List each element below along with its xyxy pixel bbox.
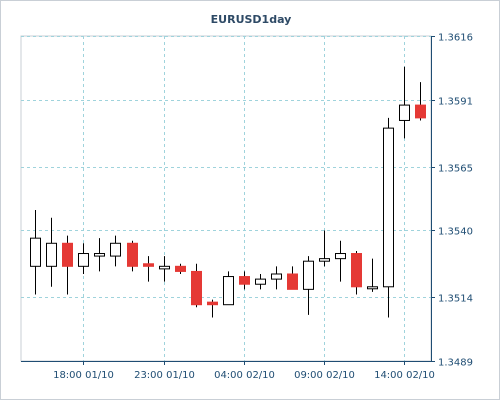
y-tick-label: 1.3514 [438,294,473,305]
candle [319,230,330,267]
candle-body-up [399,104,410,121]
candle-body-up [46,242,57,267]
candle-body-down [127,242,138,267]
candle-body-up [110,242,121,257]
candle-body-down [415,104,426,119]
candle-body-down [207,301,218,306]
y-tick-label: 1.3565 [438,164,473,175]
x-tick-label: 09:00 02/10 [294,370,355,381]
candle [127,240,138,272]
candle [110,235,121,267]
candle [287,266,298,290]
candle [143,256,154,282]
candle-body-up [223,276,234,306]
candle-body-down [143,263,154,267]
candle [239,271,250,290]
candle [367,258,378,292]
candle-body-up [319,258,330,262]
candles [30,66,426,318]
candle-body-up [255,278,266,285]
candle-body-down [191,270,202,306]
candle [78,243,89,274]
x-tick-label: 04:00 02/10 [214,370,275,381]
candle-body-down [62,242,73,267]
y-tick-label: 1.3489 [438,358,473,369]
plot-area [20,35,432,362]
candle [207,299,218,318]
candle [223,271,234,306]
x-tick-label: 18:00 01/10 [53,370,114,381]
candle [46,217,57,287]
candle [175,263,186,274]
candle-body-down [239,276,250,285]
candle [383,117,394,318]
y-tick-label: 1.3540 [438,227,473,238]
candle [303,256,314,315]
candle [335,240,346,282]
candle [271,266,282,290]
candle [30,210,41,295]
candle-body-up [335,253,346,260]
candle-body-down [287,273,298,290]
candle [351,250,362,295]
candle-body-up [367,286,378,290]
y-tick-label: 1.3591 [438,97,473,108]
candle-body-up [94,253,105,257]
candle [399,66,410,139]
candle-body-up [30,237,41,267]
candle-body-down [351,253,362,288]
candle [255,273,266,290]
candle [191,263,202,308]
x-tick-label: 14:00 02/10 [374,370,435,381]
candle-body-up [271,273,282,280]
y-tick-label: 1.3616 [438,33,473,44]
chart-title: EURUSD1day [211,13,292,26]
x-tick-label: 23:00 01/10 [134,370,195,381]
candle-body-down [175,265,186,272]
candle [159,256,170,282]
axes: 1.3616 1.3591 1.3565 1.3540 1.3514 1.3489 18:0… [21,33,473,381]
candle-body-up [303,260,314,290]
candle-body-up [383,127,394,288]
candle [94,238,105,272]
candle-body-up [78,253,89,267]
candle [415,82,426,121]
candle-body-up [159,265,170,270]
candle [62,235,73,295]
